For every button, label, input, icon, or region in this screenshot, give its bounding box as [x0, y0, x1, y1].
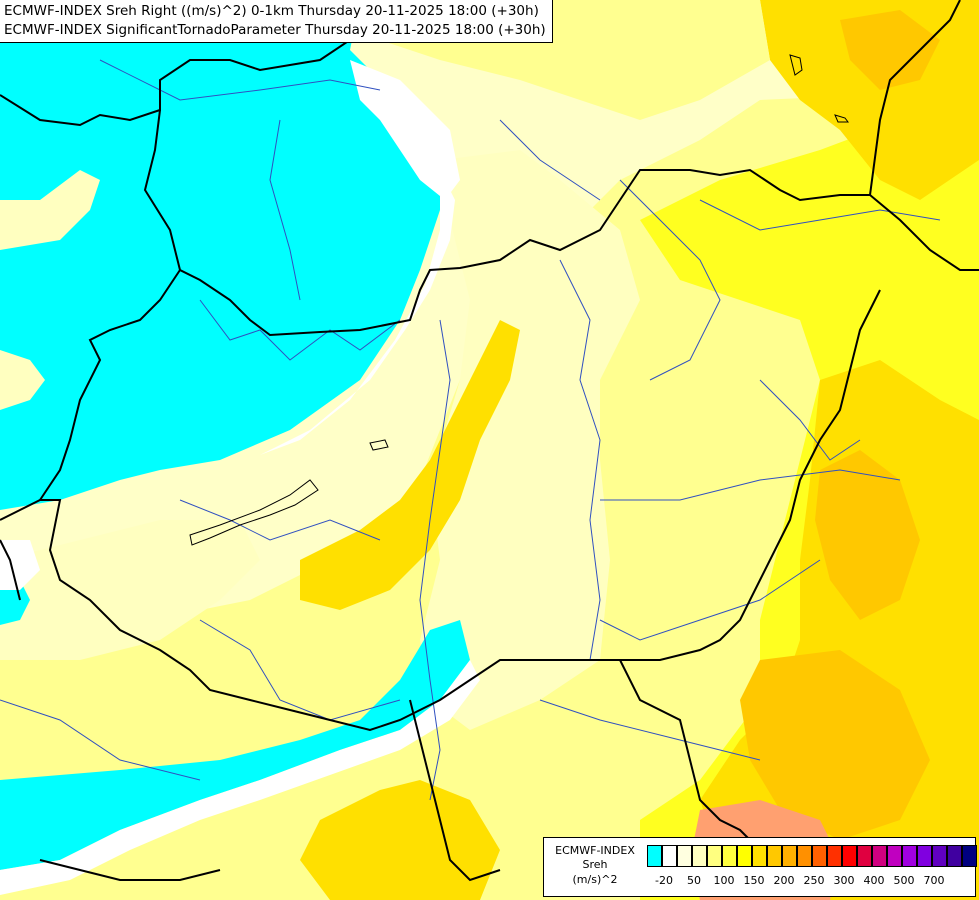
- orange-area-north: [840, 10, 940, 90]
- legend-swatch: [947, 845, 962, 867]
- legend-swatch: [932, 845, 947, 867]
- legend-swatch: [842, 845, 857, 867]
- legend-tick-label: 200: [773, 874, 795, 887]
- legend-swatch: [962, 845, 977, 867]
- legend-swatch: [812, 845, 827, 867]
- lake-outline: [189, 479, 319, 546]
- cyan-spot-west: [0, 580, 30, 625]
- pale-yellow-central: [420, 150, 640, 730]
- legend-source: ECMWF-INDEX: [555, 844, 635, 857]
- rivers: [0, 59, 941, 801]
- white-spot-west: [0, 540, 40, 590]
- small-island: [789, 54, 803, 76]
- legend-swatch: [872, 845, 887, 867]
- legend-swatch: [767, 845, 782, 867]
- legend-swatch: [692, 845, 707, 867]
- cyan-hole-left: [0, 350, 45, 410]
- cyan-area-southwest: [0, 620, 470, 870]
- cyan-area-northwest: [0, 0, 440, 510]
- title-line-1: ECMWF-INDEX Sreh Right ((m/s)^2) 0-1km T…: [4, 3, 539, 19]
- cyan-area-left-white: [0, 170, 100, 250]
- legend-swatch: [887, 845, 902, 867]
- legend-tick-label: 250: [803, 874, 825, 887]
- pale-yellow-south: [0, 520, 260, 660]
- legend-tick-label: 500: [893, 874, 915, 887]
- color-legend: ECMWF-INDEX Sreh (m/s)^2 -20 50 100 150 200 2…: [543, 837, 977, 897]
- legend-swatch: [917, 845, 932, 867]
- legend-tick-label: -20: [655, 874, 673, 887]
- legend-swatch: [797, 845, 812, 867]
- legend-swatch: [647, 845, 662, 867]
- legend-tick-label: 400: [863, 874, 885, 887]
- legend-swatch: [677, 845, 692, 867]
- orange-area-se: [740, 650, 930, 840]
- legend-swatch: [902, 845, 917, 867]
- title-line-2: ECMWF-INDEX SignificantTornadoParameter …: [4, 22, 546, 38]
- legend-tick-label: 700: [923, 874, 945, 887]
- legend-swatch: [827, 845, 842, 867]
- legend-tick-label: 150: [743, 874, 765, 887]
- legend-swatch: [782, 845, 797, 867]
- legend-swatch: [857, 845, 872, 867]
- legend-variable: Sreh: [582, 858, 608, 871]
- legend-swatch: [722, 845, 737, 867]
- legend-swatch: [737, 845, 752, 867]
- legend-tick-label: 100: [713, 874, 735, 887]
- legend-swatch: [662, 845, 677, 867]
- legend-tick-label: 50: [687, 874, 701, 887]
- white-edge-sw: [0, 660, 480, 895]
- gold-band-central: [300, 320, 520, 610]
- legend-unit: (m/s)^2: [572, 873, 618, 886]
- cyan-notch-1: [350, 60, 460, 200]
- legend-swatch: [752, 845, 767, 867]
- legend-tick-label: 300: [833, 874, 855, 887]
- orange-area-east: [815, 450, 920, 620]
- legend-swatches: [647, 845, 977, 867]
- small-lake: [369, 439, 389, 451]
- small-island-2: [834, 114, 849, 123]
- map-title-box: ECMWF-INDEX Sreh Right ((m/s)^2) 0-1km T…: [0, 0, 553, 43]
- legend-ticks: -20 50 100 150 200 250 300 400 500 700: [647, 874, 977, 890]
- legend-swatch: [707, 845, 722, 867]
- gold-area-south: [300, 780, 500, 900]
